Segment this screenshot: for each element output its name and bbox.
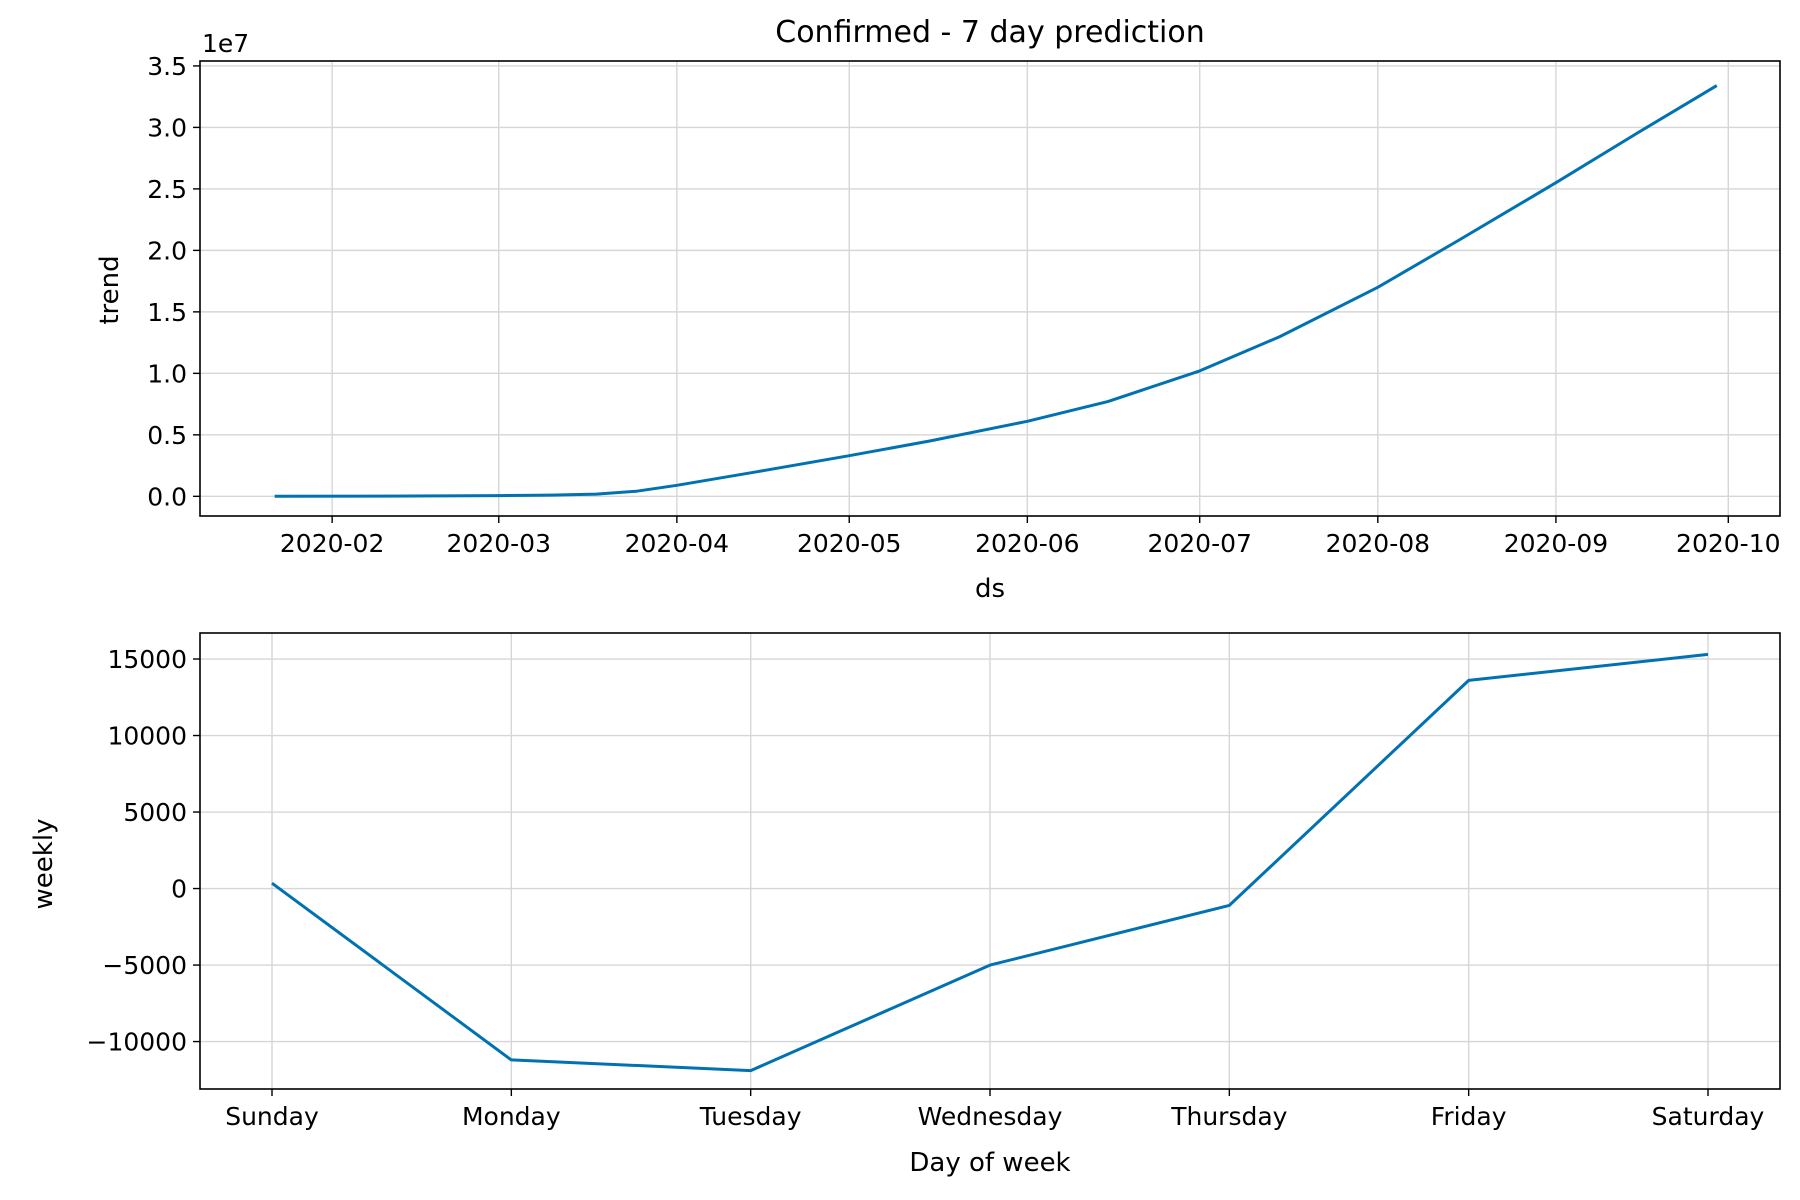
trend-x-tick-label: 2020-04 <box>625 529 729 558</box>
weekly-y-tick-label: 10000 <box>107 722 187 751</box>
weekly-x-tick-label: Friday <box>1431 1102 1507 1131</box>
trend-x-tick-label: 2020-02 <box>280 529 384 558</box>
trend-subplot: 2020-02 2020-03 2020-04 2020-05 2020-06 2020-… <box>95 15 1781 604</box>
trend-ticks: 2020-02 2020-03 2020-04 2020-05 2020-06 2020-… <box>147 52 1780 558</box>
weekly-grid <box>200 633 1780 1089</box>
trend-y-tick-label: 3.5 <box>147 52 187 81</box>
weekly-y-tick-label: 5000 <box>123 798 187 827</box>
chart-title: Confirmed - 7 day prediction <box>775 15 1205 50</box>
trend-y-tick-label: 2.5 <box>147 175 187 204</box>
weekly-subplot: Sunday Monday Tuesday Wednesday Thursday Frid… <box>29 632 1781 1178</box>
trend-y-tick-label: 2.0 <box>147 236 187 265</box>
trend-x-tick-label: 2020-03 <box>447 529 551 558</box>
trend-y-tick-label: 1.5 <box>147 298 187 327</box>
weekly-x-tick-label: Wednesday <box>918 1102 1063 1131</box>
trend-y-tick-label: 3.0 <box>147 113 187 142</box>
weekly-y-tick-label: −10000 <box>87 1028 187 1057</box>
weekly-y-tick-label: 0 <box>171 875 187 904</box>
weekly-x-tick-label: Tuesday <box>699 1102 802 1131</box>
trend-y-tick-label: 1.0 <box>147 359 187 388</box>
trend-x-tick-label: 2020-06 <box>975 529 1079 558</box>
trend-x-axis-label: ds <box>975 574 1005 604</box>
weekly-y-axis-label: weekly <box>29 819 59 910</box>
trend-y-tick-label: 0.5 <box>147 421 187 450</box>
weekly-series <box>271 652 1709 1073</box>
trend-grid <box>200 61 1780 516</box>
weekly-x-tick-label: Saturday <box>1652 1102 1765 1131</box>
trend-x-tick-label: 2020-10 <box>1676 529 1780 558</box>
weekly-line <box>271 652 1709 1073</box>
weekly-ticks: Sunday Monday Tuesday Wednesday Thursday Frid… <box>87 645 1765 1131</box>
trend-y-axis-label: trend <box>95 255 125 324</box>
weekly-x-tick-label: Thursday <box>1170 1102 1287 1131</box>
trend-x-tick-label: 2020-05 <box>797 529 901 558</box>
trend-y-offset-label: 1e7 <box>202 29 249 58</box>
weekly-x-tick-label: Sunday <box>225 1102 319 1131</box>
weekly-y-tick-label: 15000 <box>107 645 187 674</box>
trend-y-tick-label: 0.0 <box>147 482 187 511</box>
weekly-y-tick-label: −5000 <box>102 951 187 980</box>
trend-x-tick-label: 2020-09 <box>1504 529 1608 558</box>
weekly-x-tick-label: Monday <box>462 1102 561 1131</box>
trend-x-tick-label: 2020-08 <box>1326 529 1430 558</box>
trend-axes-frame <box>199 60 1781 517</box>
trend-x-tick-label: 2020-07 <box>1147 529 1251 558</box>
trend-series <box>274 84 1718 498</box>
trend-line <box>274 84 1718 498</box>
weekly-x-axis-label: Day of week <box>909 1148 1070 1178</box>
